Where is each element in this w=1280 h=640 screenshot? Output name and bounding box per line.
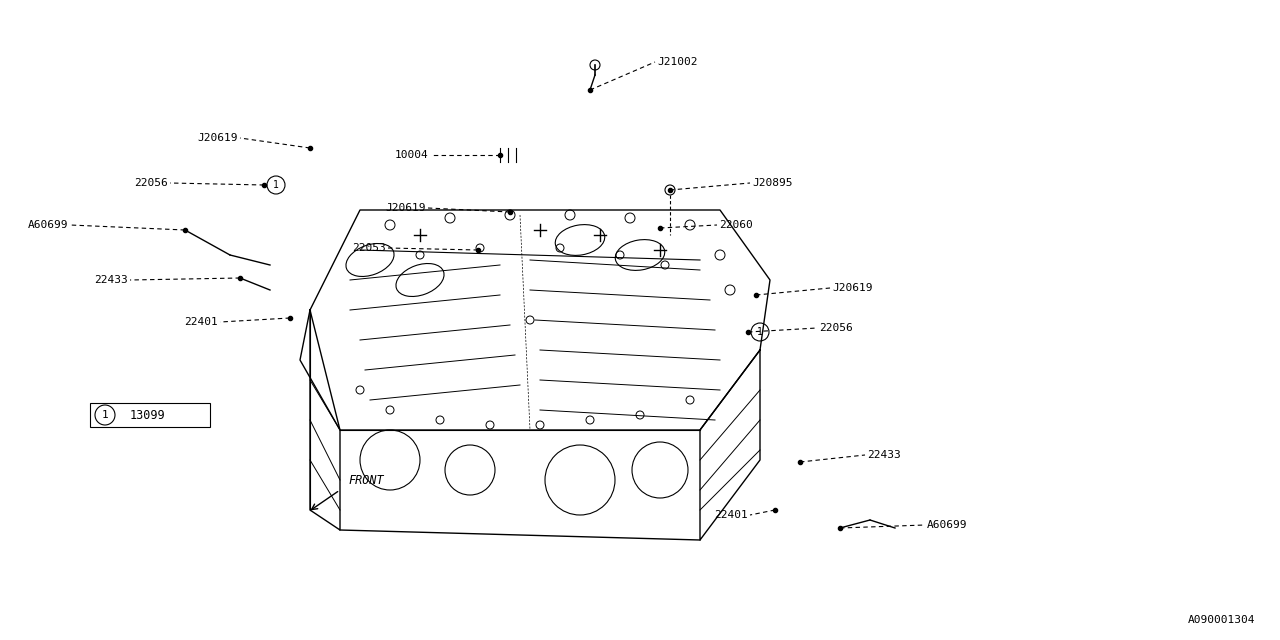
Text: FRONT: FRONT <box>348 474 384 486</box>
Text: A090001304: A090001304 <box>1188 615 1254 625</box>
Text: 22401: 22401 <box>714 510 748 520</box>
Text: J20895: J20895 <box>753 178 792 188</box>
Text: 22433: 22433 <box>867 450 901 460</box>
Text: 22053: 22053 <box>352 243 387 253</box>
Text: A60699: A60699 <box>927 520 968 530</box>
Text: 1: 1 <box>101 410 109 420</box>
Text: 10004: 10004 <box>394 150 428 160</box>
Text: J20619: J20619 <box>197 133 238 143</box>
Text: 22433: 22433 <box>95 275 128 285</box>
Text: 22401: 22401 <box>184 317 218 327</box>
Text: 22056: 22056 <box>134 178 168 188</box>
Text: J20619: J20619 <box>832 283 873 293</box>
Text: A60699: A60699 <box>27 220 68 230</box>
Text: 1: 1 <box>273 180 279 190</box>
Text: 13099: 13099 <box>131 408 165 422</box>
Text: J21002: J21002 <box>657 57 698 67</box>
Text: 1: 1 <box>756 327 763 337</box>
Text: 22060: 22060 <box>719 220 753 230</box>
Text: J20619: J20619 <box>385 203 426 213</box>
Bar <box>90 403 210 427</box>
Text: 22056: 22056 <box>819 323 852 333</box>
